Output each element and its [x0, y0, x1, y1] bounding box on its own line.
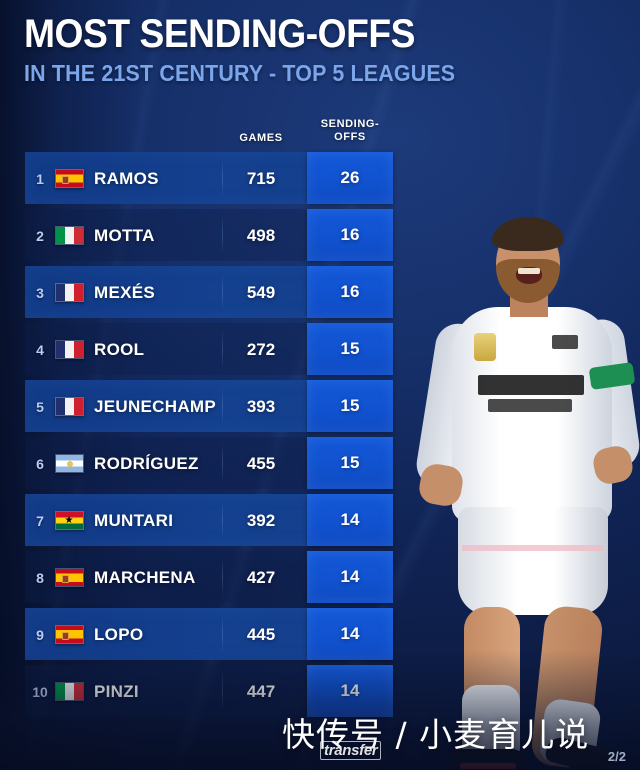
row-player-name: LOPO [94, 624, 144, 644]
row-rank: 2 [36, 227, 44, 244]
table-row: 7 MUNTARI 392 14 [0, 492, 640, 549]
table-row: 4 ROOL 272 15 [0, 321, 640, 378]
row-player-name: MEXÉS [94, 282, 156, 302]
row-rank: 9 [36, 626, 44, 643]
column-divider [222, 500, 223, 540]
column-divider [222, 329, 223, 369]
table-row: 3 MEXÉS 549 16 [0, 264, 640, 321]
flag-france-icon [55, 397, 84, 416]
row-games: 427 [246, 567, 276, 587]
row-player-name: RAMOS [94, 168, 159, 188]
row-sending-offs: 14 [340, 567, 360, 586]
column-header-sending-offs: SENDING- OFFS [307, 118, 393, 144]
row-games: 715 [246, 168, 276, 188]
column-divider [222, 272, 223, 312]
row-rank: 4 [36, 341, 44, 358]
row-rank: 6 [36, 455, 44, 472]
row-sending-offs: 14 [340, 681, 360, 700]
row-sending-offs-box: 16 [307, 266, 393, 318]
row-rank: 8 [36, 569, 44, 586]
row-player-name: MARCHENA [94, 567, 196, 587]
flag-spain-icon [55, 169, 84, 188]
table-row: 5 JEUNECHAMP 393 15 [0, 378, 640, 435]
flag-argentina-icon [55, 454, 84, 473]
row-rank: 1 [36, 170, 44, 187]
row-player-name: RODRÍGUEZ [94, 453, 199, 473]
column-divider [222, 443, 223, 483]
ranking-table: 1 RAMOS 715 26 2 MOTTA 498 16 3 MEXÉS 549 16 4 ROOL 27… [0, 150, 640, 720]
flag-france-icon [55, 283, 84, 302]
table-row: 6 RODRÍGUEZ 455 15 [0, 435, 640, 492]
row-sending-offs-box: 15 [307, 380, 393, 432]
row-sending-offs: 15 [340, 396, 360, 415]
row-sending-offs-box: 16 [307, 209, 393, 261]
row-sending-offs-box: 15 [307, 437, 393, 489]
flag-italy-icon [55, 682, 84, 701]
row-rank: 10 [32, 683, 48, 700]
row-player-name: JEUNECHAMP [94, 396, 217, 416]
column-divider [222, 386, 223, 426]
column-header-sending-offs-line1: SENDING- [320, 118, 380, 130]
row-games: 445 [246, 624, 276, 644]
table-row: 8 MARCHENA 427 14 [0, 549, 640, 606]
column-divider [222, 614, 223, 654]
row-rank: 5 [36, 398, 44, 415]
row-sending-offs: 15 [340, 339, 360, 358]
transfer-brand-mark: transfer [320, 741, 382, 760]
row-games: 498 [246, 225, 276, 245]
row-games: 455 [246, 453, 276, 473]
column-divider [222, 557, 223, 597]
flag-spain-icon [55, 625, 84, 644]
column-header-games: GAMES [239, 132, 283, 144]
boot-accent [460, 763, 516, 769]
column-headers: GAMES SENDING- OFFS [0, 118, 640, 152]
row-rank: 3 [36, 284, 44, 301]
table-row: 1 RAMOS 715 26 [0, 150, 640, 207]
table-row: 2 MOTTA 498 16 [0, 207, 640, 264]
row-sending-offs-box: 14 [307, 608, 393, 660]
row-player-name: ROOL [94, 339, 145, 359]
row-sending-offs: 14 [340, 624, 360, 643]
row-sending-offs-box: 14 [307, 494, 393, 546]
flag-spain-icon [55, 568, 84, 587]
row-sending-offs: 15 [340, 453, 360, 472]
column-divider [222, 158, 223, 198]
row-player-name: PINZI [94, 681, 139, 701]
flag-france-icon [55, 340, 84, 359]
row-sending-offs: 14 [340, 510, 360, 529]
row-player-name: MOTTA [94, 225, 155, 245]
row-games: 392 [246, 510, 276, 530]
row-games: 549 [246, 282, 276, 302]
page-subtitle: IN THE 21ST CENTURY - TOP 5 LEAGUES [24, 60, 456, 86]
flag-italy-icon [55, 226, 84, 245]
row-games: 393 [246, 396, 276, 416]
watermark-text: 快传号 / 小麦育儿说 [282, 715, 590, 754]
column-divider [222, 215, 223, 255]
header: MOST SENDING-OFFS IN THE 21ST CENTURY - … [24, 14, 494, 86]
row-player-name: MUNTARI [94, 510, 174, 530]
row-games: 272 [246, 339, 276, 359]
row-sending-offs-box: 15 [307, 323, 393, 375]
flag-ghana-icon [55, 511, 84, 530]
row-rank: 7 [36, 512, 44, 529]
row-sending-offs-box: 26 [307, 152, 393, 204]
table-row: 9 LOPO 445 14 [0, 606, 640, 663]
row-sending-offs: 26 [340, 168, 360, 187]
row-sending-offs: 16 [340, 225, 360, 244]
row-sending-offs-box: 14 [307, 551, 393, 603]
page-title: MOST SENDING-OFFS [24, 12, 415, 56]
row-sending-offs: 16 [340, 282, 360, 301]
page-indicator: 2/2 [607, 749, 626, 764]
column-header-sending-offs-line2: OFFS [334, 131, 366, 143]
